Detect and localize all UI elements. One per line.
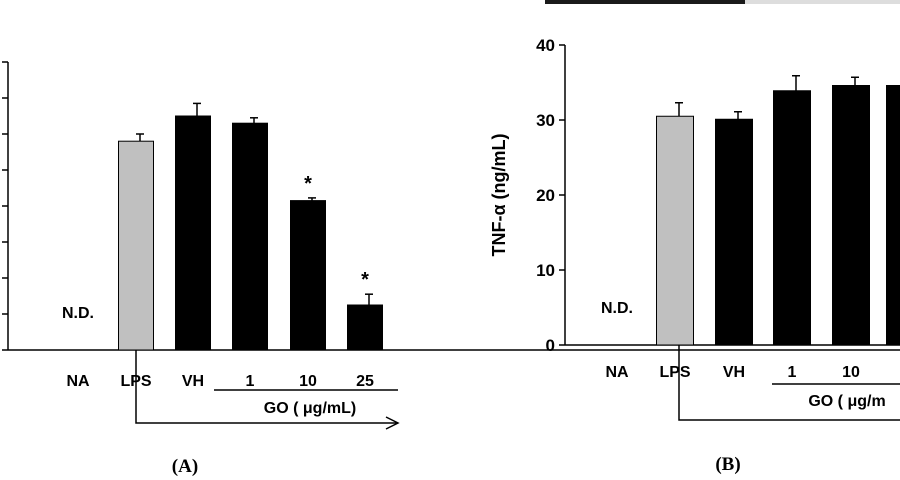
x-category-label: 10: [299, 373, 317, 390]
panel-b-chart: 0 10 20 30 40 TNF-α (ng/mL) N.D. NA LPS VH 1 10 GO (…: [489, 36, 900, 475]
bar: [347, 304, 383, 351]
top-dark-strip: [545, 0, 745, 4]
bar: [773, 90, 811, 346]
y-axis-label: TNF-α (ng/mL): [489, 133, 509, 256]
group-label: GO ( μg/mL): [264, 400, 356, 417]
panel-label: (A): [172, 456, 198, 477]
group-label: GO ( μg/m: [808, 393, 885, 410]
bar: [290, 200, 326, 351]
significance-marker: *: [361, 269, 369, 291]
not-detected-label: N.D.: [601, 300, 633, 317]
x-category-label: 1: [246, 373, 255, 390]
significance-marker: *: [304, 173, 312, 195]
top-light-strip: [745, 0, 900, 4]
treatment-bracket: [135, 350, 398, 424]
treatment-bracket: [678, 345, 900, 421]
x-category-label: VH: [723, 364, 745, 381]
y-tick-label: 0: [546, 336, 555, 355]
not-detected-label: N.D.: [62, 305, 94, 322]
bar: [656, 115, 694, 346]
arrow-head: [385, 416, 400, 430]
x-category-label: 1: [788, 364, 797, 381]
y-tick-label: 10: [536, 261, 555, 280]
y-tick-label: 30: [536, 111, 555, 130]
bar: [175, 115, 211, 351]
y-tick-label: 40: [536, 36, 555, 55]
panel-label: (B): [715, 454, 740, 475]
x-category-label: 25: [356, 373, 374, 390]
bar: [118, 140, 154, 351]
x-category-label: NA: [605, 364, 629, 381]
bar: [832, 85, 870, 346]
x-category-label: 10: [842, 364, 860, 381]
bar: [232, 122, 268, 351]
x-category-label: LPS: [659, 364, 690, 381]
bar: [715, 118, 753, 346]
x-category-label: VH: [182, 373, 204, 390]
bar: [886, 85, 900, 346]
x-category-label: NA: [66, 373, 90, 390]
y-tick-label: 20: [536, 186, 555, 205]
